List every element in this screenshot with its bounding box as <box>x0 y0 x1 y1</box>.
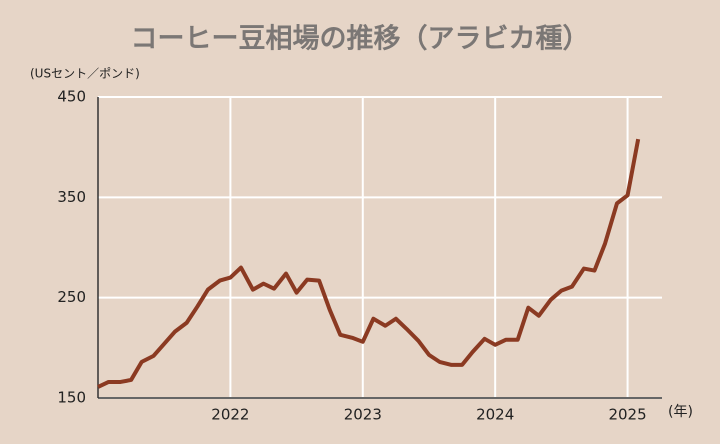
x-axis-label: (年) <box>668 404 693 420</box>
x-tick-label: 2022 <box>211 406 249 424</box>
x-tick-label: 2023 <box>344 406 382 424</box>
y-tick-label: 450 <box>57 88 86 106</box>
y-tick-label: 150 <box>57 389 86 407</box>
chart-title: コーヒー豆相場の推移（アラビカ種） <box>131 24 590 55</box>
y-tick-label: 350 <box>57 188 86 206</box>
y-tick-label: 250 <box>57 288 86 306</box>
x-tick-label: 2024 <box>476 406 514 424</box>
data-line <box>97 138 641 389</box>
y-axis-label: (USセント／ポンド) <box>30 67 140 81</box>
x-tick-label: 2025 <box>608 406 646 424</box>
